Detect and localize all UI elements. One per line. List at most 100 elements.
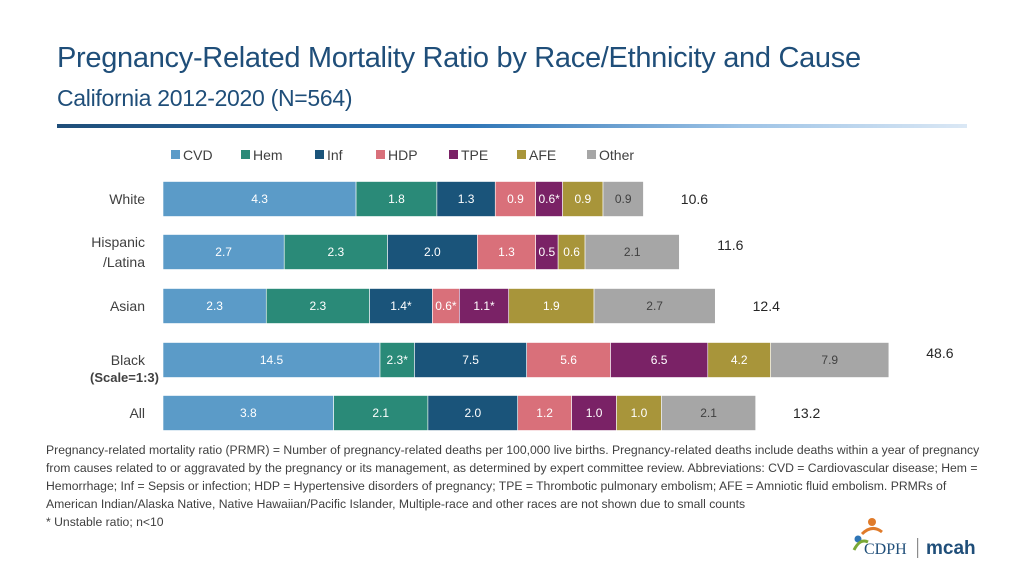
data-label-black-other: 7.9: [821, 353, 838, 367]
category-label-hispanic-latina: Hispanic: [91, 234, 145, 250]
data-label-hispanic-latina-inf: 2.0: [424, 245, 441, 259]
bar-hispanic-latina-hem: [283, 234, 388, 270]
bar-asian-hem: [265, 288, 370, 324]
footnote: Pregnancy-related mortality ratio (PRMR)…: [46, 441, 986, 531]
legend-swatch-inf: [315, 150, 324, 159]
bar-all-hem: [333, 395, 429, 431]
data-label-white-tpe: 0.6*: [538, 192, 560, 206]
bar-asian-other: [593, 288, 716, 324]
legend-label-inf: Inf: [327, 147, 343, 163]
bar-black-cvd: [162, 342, 381, 378]
bar-white-inf: [436, 181, 496, 217]
data-label-asian-other: 2.7: [646, 299, 663, 313]
bar-all-hdp: [517, 395, 572, 431]
legend-label-hem: Hem: [253, 147, 283, 163]
data-label-black-hem: 2.3*: [387, 353, 409, 367]
data-label-hispanic-latina-tpe: 0.5: [539, 245, 556, 259]
bar-all-cvd: [162, 395, 334, 431]
data-label-all-cvd: 3.8: [240, 406, 257, 420]
total-label-black: 48.6: [926, 345, 953, 361]
logo-cdph-text: CDPH: [864, 541, 907, 558]
title-divider: [57, 124, 967, 128]
category-label-hispanic-latina: /Latina: [103, 254, 145, 270]
data-label-asian-tpe: 1.1*: [473, 299, 495, 313]
legend-swatch-other: [587, 150, 596, 159]
bar-hispanic-latina-hdp: [476, 234, 536, 270]
data-label-all-tpe: 1.0: [586, 406, 603, 420]
bar-black-other: [770, 342, 890, 378]
data-label-hispanic-latina-hdp: 1.3: [498, 245, 515, 259]
data-label-hispanic-latina-afe: 0.6: [563, 245, 580, 259]
total-label-hispanic-latina: 11.6: [717, 237, 743, 253]
total-label-white: 10.6: [681, 191, 708, 207]
legend-label-other: Other: [599, 147, 634, 163]
total-label-all: 13.2: [793, 405, 820, 421]
data-label-black-inf: 7.5: [462, 353, 479, 367]
bar-asian-inf: [369, 288, 433, 324]
bar-white-other: [602, 181, 644, 217]
data-label-all-inf: 2.0: [464, 406, 481, 420]
data-label-black-cvd: 14.5: [260, 353, 284, 367]
bar-asian-hdp: [432, 288, 460, 324]
footnote-definition: Pregnancy-related mortality ratio (PRMR)…: [46, 443, 980, 511]
bar-black-hdp: [526, 342, 611, 378]
category-label-asian: Asian: [110, 298, 145, 314]
bar-hispanic-latina-inf: [387, 234, 478, 270]
footnote-unstable: * Unstable ratio; n<10: [46, 515, 164, 529]
data-label-white-cvd: 4.3: [251, 192, 268, 206]
bar-black-inf: [414, 342, 527, 378]
data-label-hispanic-latina-cvd: 2.7: [215, 245, 232, 259]
category-label-all: All: [129, 405, 145, 421]
bar-asian-tpe: [459, 288, 510, 324]
data-label-black-hdp: 5.6: [560, 353, 577, 367]
cdph-mcah-logo: CDPH mcah: [852, 518, 976, 559]
data-label-white-inf: 1.3: [458, 192, 475, 206]
bar-black-hem: [379, 342, 415, 378]
bar-hispanic-latina-other: [584, 234, 680, 270]
data-label-black-afe: 4.2: [731, 353, 748, 367]
legend-label-hdp: HDP: [388, 147, 418, 163]
data-label-hispanic-latina-hem: 2.3: [328, 245, 345, 259]
bar-white-hem: [355, 181, 438, 217]
category-label-white: White: [109, 191, 145, 207]
category-label-black: Black: [111, 352, 146, 368]
legend-swatch-tpe: [449, 150, 458, 159]
data-label-asian-inf: 1.4*: [390, 299, 412, 313]
data-label-all-hem: 2.1: [372, 406, 389, 420]
data-label-white-hem: 1.8: [388, 192, 405, 206]
data-label-all-afe: 1.0: [631, 406, 648, 420]
page-title: Pregnancy-Related Mortality Ratio by Rac…: [57, 42, 861, 74]
data-label-asian-afe: 1.9: [543, 299, 560, 313]
page-subtitle: California 2012-2020 (N=564): [57, 85, 353, 111]
data-label-asian-cvd: 2.3: [206, 299, 223, 313]
bar-asian-cvd: [162, 288, 267, 324]
data-label-all-other: 2.1: [700, 406, 717, 420]
legend-swatch-cvd: [171, 150, 180, 159]
logo-divider: [917, 538, 919, 558]
legend-label-afe: AFE: [529, 147, 556, 163]
logo-mcah-text: mcah: [926, 538, 976, 559]
data-label-all-hdp: 1.2: [536, 406, 553, 420]
bar-hispanic-latina-afe: [557, 234, 586, 270]
bar-all-other: [661, 395, 756, 431]
bar-white-afe: [562, 181, 604, 217]
stacked-bar-chart: CVD Hem Inf HDP TPE AFE Other White 4.3 1.8 1.3 0.9…: [90, 147, 954, 431]
data-label-white-hdp: 0.9: [507, 192, 524, 206]
legend-label-tpe: TPE: [461, 147, 488, 163]
cdph-figures-icon: [852, 518, 883, 551]
bar-black-tpe: [610, 342, 709, 378]
bar-black-afe: [707, 342, 771, 378]
total-label-asian: 12.4: [753, 298, 780, 314]
legend-swatch-hem: [241, 150, 250, 159]
data-label-asian-hem: 2.3: [310, 299, 327, 313]
bar-white-tpe: [535, 181, 563, 217]
data-label-white-afe: 0.9: [574, 192, 591, 206]
bar-white-cvd: [162, 181, 357, 217]
data-label-black-tpe: 6.5: [651, 353, 668, 367]
legend-label-cvd: CVD: [183, 147, 213, 163]
legend-swatch-hdp: [376, 150, 385, 159]
bar-all-afe: [616, 395, 662, 431]
bar-hispanic-latina-cvd: [162, 234, 285, 270]
scale-note: (Scale=1:3): [90, 370, 159, 385]
legend-swatch-afe: [517, 150, 526, 159]
